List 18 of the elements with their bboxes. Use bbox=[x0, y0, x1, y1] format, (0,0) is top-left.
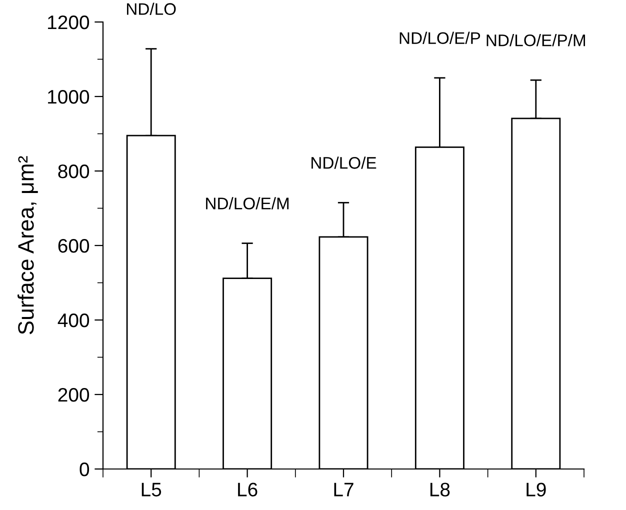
annotation: ND/LO/E bbox=[312, 156, 376, 169]
y-tick-label: 600 bbox=[58, 238, 90, 253]
x-tick-label: L9 bbox=[526, 482, 546, 496]
y-tick-label: 400 bbox=[58, 313, 90, 328]
annotation: ND/LO/E/M bbox=[206, 197, 289, 210]
x-tick-label: L8 bbox=[430, 482, 450, 496]
x-tick-label: L5 bbox=[142, 482, 162, 496]
x-tick-label: L6 bbox=[238, 482, 258, 496]
y-axis-title: Surface Area, μm² bbox=[18, 156, 38, 334]
y-tick-label: 1000 bbox=[48, 90, 90, 104]
y-tick-label: 0 bbox=[80, 462, 90, 476]
y-tick-label: 800 bbox=[58, 164, 90, 178]
annotation: ND/LO/E/P/M bbox=[486, 34, 586, 46]
text: ND/LO bbox=[127, 2, 176, 15]
annotation: ND/LO/E/P bbox=[400, 32, 480, 44]
x-tick-label: L7 bbox=[334, 482, 354, 496]
y-tick-label: 1200 bbox=[48, 15, 90, 30]
y-tick-label: 200 bbox=[58, 388, 90, 402]
